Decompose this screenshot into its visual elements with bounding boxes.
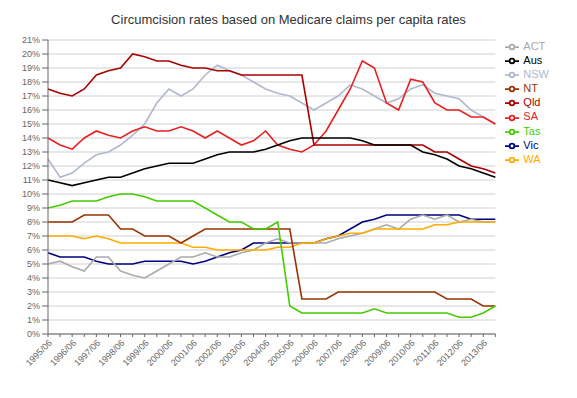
svg-text:1%: 1% [27,315,40,325]
svg-text:2007/06: 2007/06 [314,337,345,368]
svg-text:7%: 7% [27,231,40,241]
svg-text:2010/06: 2010/06 [387,338,417,368]
svg-text:0%: 0% [27,329,40,339]
html-text:Vic: Vic [523,138,539,151]
svg-text:2001/06: 2001/06 [168,337,199,368]
svg-text:14%: 14% [22,133,40,143]
svg-text:20%: 20% [22,49,40,59]
svg-text:2011/06: 2011/06 [411,337,441,368]
svg-text:13%: 13% [22,147,40,157]
svg-text:6%: 6% [27,245,40,255]
html-text:SA: SA [523,110,538,123]
svg-text:1997/06: 1997/06 [72,337,103,368]
svg-text:16%: 16% [22,105,40,115]
svg-text:19%: 19% [22,63,40,73]
svg-text:5%: 5% [27,259,40,269]
html-text:Tas: Tas [523,124,541,137]
svg-text:1999/06: 1999/06 [120,337,151,368]
html-text:NSW: NSW [523,68,549,81]
html-text:Qld: Qld [523,96,541,109]
svg-text:2009/06: 2009/06 [362,337,393,368]
svg-text:2005/06: 2005/06 [265,337,296,368]
svg-text:10%: 10% [22,189,40,199]
html-text:Aus: Aus [523,54,543,67]
svg-text:8%: 8% [27,217,40,227]
svg-text:2000/06: 2000/06 [144,337,175,368]
svg-text:1995/06: 1995/06 [23,337,54,368]
html-text:NT: NT [523,82,538,95]
svg-text:2%: 2% [27,301,40,311]
svg-text:9%: 9% [27,203,40,213]
svg-text:1996/06: 1996/06 [48,337,79,368]
html-text:Circumcision rates based on Me: Circumcision rates based on Medicare cla… [111,12,466,27]
html-text:WA: WA [523,152,541,165]
html-text:ACT: ACT [523,40,546,52]
svg-text:2004/06: 2004/06 [241,337,272,368]
svg-text:2013/06: 2013/06 [459,338,489,368]
svg-text:4%: 4% [27,273,40,283]
svg-text:17%: 17% [22,91,40,101]
svg-text:2008/06: 2008/06 [338,337,369,368]
svg-text:18%: 18% [22,77,40,87]
svg-text:15%: 15% [22,119,40,129]
svg-text:2012/06: 2012/06 [434,337,465,368]
svg-text:2002/06: 2002/06 [193,337,224,368]
svg-text:21%: 21% [22,35,40,45]
svg-text:3%: 3% [27,287,40,297]
svg-text:1998/06: 1998/06 [96,337,127,368]
svg-text:2006/06: 2006/06 [289,337,320,368]
svg-text:11%: 11% [23,175,40,185]
svg-text:12%: 12% [22,161,40,171]
svg-text:2003/06: 2003/06 [217,337,248,368]
